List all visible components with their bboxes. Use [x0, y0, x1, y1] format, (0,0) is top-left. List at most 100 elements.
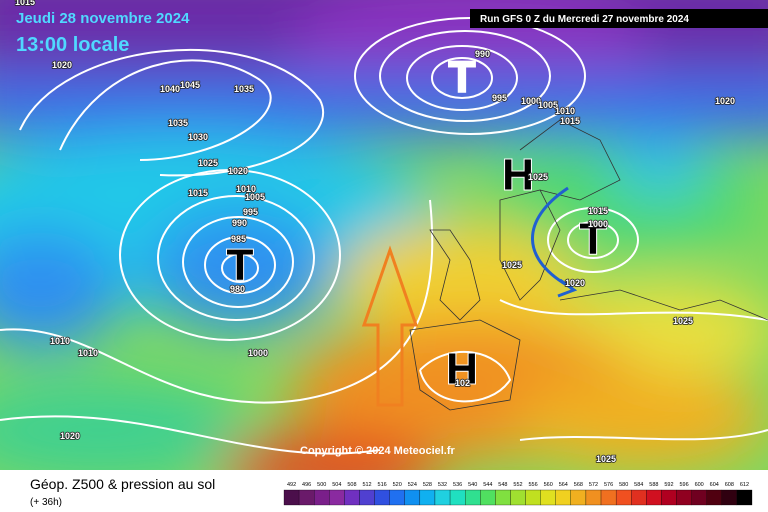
footer-title: Géop. Z500 & pression au sol — [30, 476, 215, 492]
copyright: Copyright © 2024 Meteociel.fr — [300, 445, 456, 457]
isobar-label: 1035 — [234, 84, 254, 94]
pressure-system: H — [446, 345, 478, 394]
isobar-label: 1015 — [560, 116, 580, 126]
legend-label: 608 — [725, 482, 734, 488]
isobar-label: 985 — [231, 234, 246, 244]
legend-label: 576 — [604, 482, 613, 488]
cold-air-arrowhead — [557, 278, 578, 298]
legend-swatch — [721, 489, 738, 506]
isobar-label: 1025 — [502, 260, 522, 270]
isobar-label: 1010 — [555, 106, 575, 116]
isobar-label: 1020 — [52, 60, 72, 70]
legend-label: 604 — [710, 482, 719, 488]
legend-swatch — [404, 489, 421, 506]
isobar-label: 1035 — [168, 118, 188, 128]
isobar-label: 1025 — [596, 454, 616, 464]
isobar-label: 1015 — [588, 206, 608, 216]
isobar-label: 1000 — [521, 96, 541, 106]
legend-label: 600 — [695, 482, 704, 488]
legend-label: 596 — [679, 482, 688, 488]
warm-air-arrow — [361, 245, 419, 407]
forecast-date: Jeudi 28 novembre 2024 — [16, 10, 190, 27]
legend-label: 568 — [574, 482, 583, 488]
legend-label: 548 — [498, 482, 507, 488]
legend-label: 528 — [423, 482, 432, 488]
legend-label: 552 — [513, 482, 522, 488]
isobar-label: 1010 — [50, 336, 70, 346]
legend-label: 520 — [393, 482, 402, 488]
isobar-label: 990 — [232, 218, 247, 228]
run-info: Run GFS 0 Z du Mercredi 27 novembre 2024 — [480, 14, 689, 25]
legend-label: 540 — [468, 482, 477, 488]
legend-label: 584 — [634, 482, 643, 488]
isobar-label: 1020 — [565, 278, 585, 288]
legend-swatch — [465, 489, 481, 506]
isobar-label: 1000 — [588, 219, 608, 229]
legend-swatch — [480, 489, 496, 506]
isobar-label: 1045 — [180, 80, 200, 90]
legend-label: 580 — [619, 482, 628, 488]
legend-label: 508 — [347, 482, 356, 488]
legend-swatch — [374, 489, 390, 506]
legend-label: 500 — [317, 482, 326, 488]
legend-swatch — [555, 489, 571, 506]
legend-label: 556 — [529, 482, 538, 488]
legend-swatch — [510, 489, 526, 506]
coastlines — [409, 119, 768, 411]
legend-label: 532 — [438, 482, 447, 488]
legend-label: 512 — [362, 482, 371, 488]
legend-label: 524 — [408, 482, 417, 488]
legend-swatch — [298, 489, 315, 506]
legend-swatch — [314, 489, 330, 506]
legend-swatch — [525, 489, 541, 506]
legend-swatch — [449, 489, 466, 506]
run-box — [470, 9, 768, 28]
isobar-label: 1020 — [60, 431, 80, 441]
pressure-system: H — [502, 151, 534, 200]
isobar-label: 1040 — [160, 84, 180, 94]
isobar-label: 995 — [492, 93, 507, 103]
pressure-system: T — [227, 241, 254, 290]
legend-label: 572 — [589, 482, 598, 488]
forecast-time: 13:00 locale — [16, 34, 129, 56]
isobar-label: 1000 — [248, 348, 268, 358]
legend-swatch — [691, 489, 707, 506]
legend-label: 560 — [544, 482, 553, 488]
legend-label: 612 — [740, 482, 749, 488]
legend-swatch — [389, 489, 405, 506]
isobar-label: 980 — [230, 284, 245, 294]
legend-label: 516 — [378, 482, 387, 488]
legend-label: 536 — [453, 482, 462, 488]
legend-swatch — [600, 489, 617, 506]
isobar-label: 102 — [455, 378, 470, 388]
isobar-label: 1010 — [78, 348, 98, 358]
legend-swatch — [646, 489, 662, 506]
legend-swatch — [283, 489, 300, 506]
isobars — [0, 17, 768, 455]
isobar-label: 1020 — [715, 96, 735, 106]
isobar-label: 1010 — [236, 184, 256, 194]
legend-label: 564 — [559, 482, 568, 488]
legend-swatch — [359, 489, 375, 506]
cold-air-arrow — [531, 186, 573, 290]
legend-swatch — [676, 489, 692, 506]
isobar-label: 1025 — [673, 316, 693, 326]
legend-label: 592 — [664, 482, 673, 488]
isobar-label: 990 — [475, 49, 490, 59]
legend-swatch — [736, 489, 753, 506]
legend-label: 496 — [302, 482, 311, 488]
isobar-label: 995 — [243, 207, 258, 217]
legend-swatch — [706, 489, 722, 506]
isobar-label: 1020 — [228, 166, 248, 176]
legend-label: 544 — [483, 482, 492, 488]
legend-swatch — [434, 489, 451, 506]
legend-swatch — [615, 489, 632, 506]
isobar-label: 1015 — [15, 0, 35, 7]
legend-swatch — [540, 489, 556, 506]
legend-swatch — [329, 489, 345, 506]
legend-label: 492 — [287, 482, 296, 488]
isobar-label: 1015 — [188, 188, 208, 198]
legend-swatch — [585, 489, 602, 506]
